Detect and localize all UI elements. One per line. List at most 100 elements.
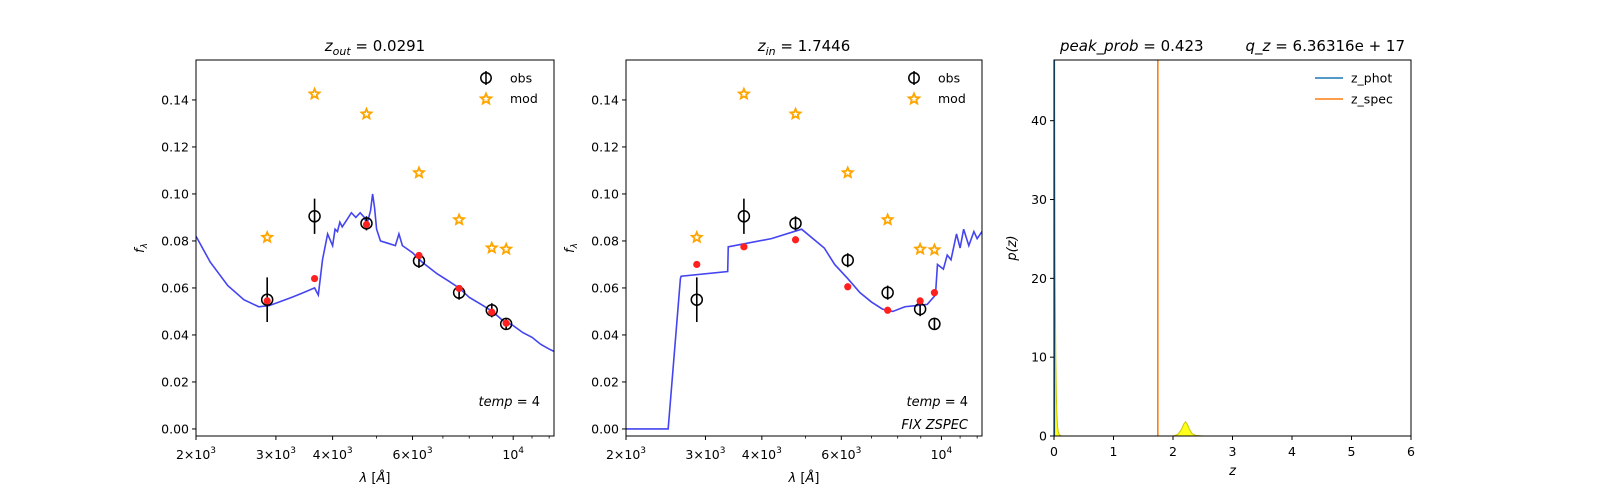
obs-point: [499, 317, 513, 331]
plot-area: [196, 86, 554, 353]
mod-point: [689, 229, 704, 244]
legend-mod-marker: [906, 91, 922, 106]
panel-title: peak_prob = 0.423: [1059, 37, 1204, 56]
model-spectrum-line: [196, 193, 554, 353]
y-tick-label: 0.00: [161, 421, 189, 436]
model-flux-point: [791, 236, 800, 244]
x-axis-label: λ [Å]: [359, 470, 391, 486]
mod-point: [927, 242, 942, 256]
x-tick-label: 5: [1348, 444, 1356, 459]
y-axis-label: fλ: [133, 243, 150, 253]
y-tick-label: 10: [1031, 350, 1047, 365]
mod-point: [840, 165, 855, 179]
legend-obs-marker: [480, 72, 492, 84]
legend-z-phot-label: z_phot: [1351, 71, 1392, 86]
legend-mod-marker: [478, 91, 494, 106]
y-tick-label: 0.04: [161, 327, 189, 342]
x-tick-label: 4×103: [742, 446, 782, 462]
model-flux-point: [455, 284, 463, 293]
y-tick-label: 0.08: [161, 233, 189, 248]
mod-point: [499, 241, 514, 256]
y-axis-label: fλ: [563, 243, 580, 253]
y-tick-label: 0.06: [591, 280, 619, 295]
sed-panel-zout: 0.00 0.02 0.04 0.06 0.08 0.10 0.12 0.14 2×103 3×1…: [133, 37, 555, 486]
x-axis-label: λ [Å]: [788, 470, 820, 486]
x-tick-label: 104: [931, 446, 953, 462]
y-tick-label: 0.12: [591, 139, 619, 154]
model-flux-point: [930, 289, 939, 297]
legend-z-spec-label: z_spec: [1351, 92, 1393, 107]
y-tick-label: 0.04: [591, 327, 619, 342]
annotation-text: temp = 4: [479, 395, 540, 410]
y-tick-label: 0: [1039, 429, 1047, 444]
x-tick-label: 3: [1229, 444, 1237, 459]
model-flux-point: [884, 306, 892, 314]
y-tick-label: 40: [1031, 113, 1047, 128]
mod-point: [788, 106, 803, 121]
y-tick-label: 0.10: [161, 186, 189, 201]
x-tick-label: 3×103: [685, 446, 725, 462]
annotation-text: FIX ZSPEC: [901, 418, 969, 433]
model-flux-point: [502, 319, 510, 327]
model-flux-point: [693, 260, 701, 269]
y-axis-label-group: fλ: [133, 243, 150, 253]
pz-panel: 0 10 20 30 40 0 1 2 3 4 5 6 z p(z) peak_prob = 0.423 q_…: [1005, 37, 1415, 479]
mod-point: [912, 241, 928, 256]
x-tick-label: 104: [502, 446, 524, 462]
y-tick-label: 0.00: [591, 421, 619, 436]
mod-point: [451, 212, 467, 226]
y-tick-label: 0.02: [161, 374, 189, 389]
obs-point: [260, 293, 274, 306]
model-flux-point: [263, 297, 271, 305]
y-tick-label: 0.14: [161, 92, 189, 107]
mod-point: [359, 106, 374, 121]
y-tick-label: 0.08: [591, 233, 619, 248]
y-tick-label: 0.02: [591, 374, 619, 389]
x-tick-label: 6×103: [392, 446, 432, 462]
model-flux-point: [916, 297, 924, 305]
x-tick-label: 0: [1050, 444, 1058, 459]
panel-title: zin = 1.7446: [757, 37, 851, 58]
obs-point: [485, 304, 499, 317]
x-axis-label: z: [1228, 464, 1237, 479]
model-flux-point: [310, 274, 319, 283]
model-flux-point: [362, 220, 371, 229]
mod-point: [880, 212, 895, 226]
obs-point: [308, 210, 321, 223]
legend-mod-label: mod: [510, 91, 538, 106]
panel-title: zout = 0.0291: [324, 37, 425, 58]
x-tick-label: 2×103: [606, 446, 646, 462]
panel-subtitle: q_z = 6.36316e + 17: [1246, 37, 1405, 56]
y-tick-label: 0.14: [591, 92, 619, 107]
pz-outline: [1054, 60, 1352, 436]
y-axis-label-group: p(z): [1005, 235, 1020, 261]
x-tick-label: 1: [1110, 444, 1118, 459]
legend-obs-marker: [908, 72, 920, 84]
model-flux-point: [844, 283, 852, 291]
legend-obs-label: obs: [938, 71, 960, 86]
axes-frame: [625, 59, 983, 437]
y-tick-label: 0.10: [591, 186, 619, 201]
x-tick-label: 4×103: [313, 446, 353, 462]
legend-mod-label: mod: [938, 91, 966, 106]
obs-point: [789, 217, 802, 230]
mod-point: [736, 86, 752, 101]
y-tick-label: 20: [1031, 271, 1047, 286]
obs-point: [360, 217, 373, 230]
obs-point: [841, 253, 854, 267]
x-tick-label: 2: [1169, 444, 1177, 459]
x-tick-label: 6×103: [821, 446, 861, 462]
model-flux-point: [740, 243, 748, 251]
y-axis-label: p(z): [1005, 235, 1020, 261]
y-axis-label-group: fλ: [563, 243, 580, 253]
model-spectrum-line: [626, 228, 982, 430]
y-tick-label: 0.06: [161, 280, 189, 295]
mod-point: [411, 165, 427, 179]
obs-point: [881, 286, 894, 299]
x-tick-label: 4: [1288, 444, 1296, 459]
annotation-text: temp = 4: [907, 395, 968, 410]
model-flux-point: [488, 308, 496, 316]
y-tick-label: 0.12: [161, 139, 189, 154]
obs-point: [928, 317, 941, 331]
